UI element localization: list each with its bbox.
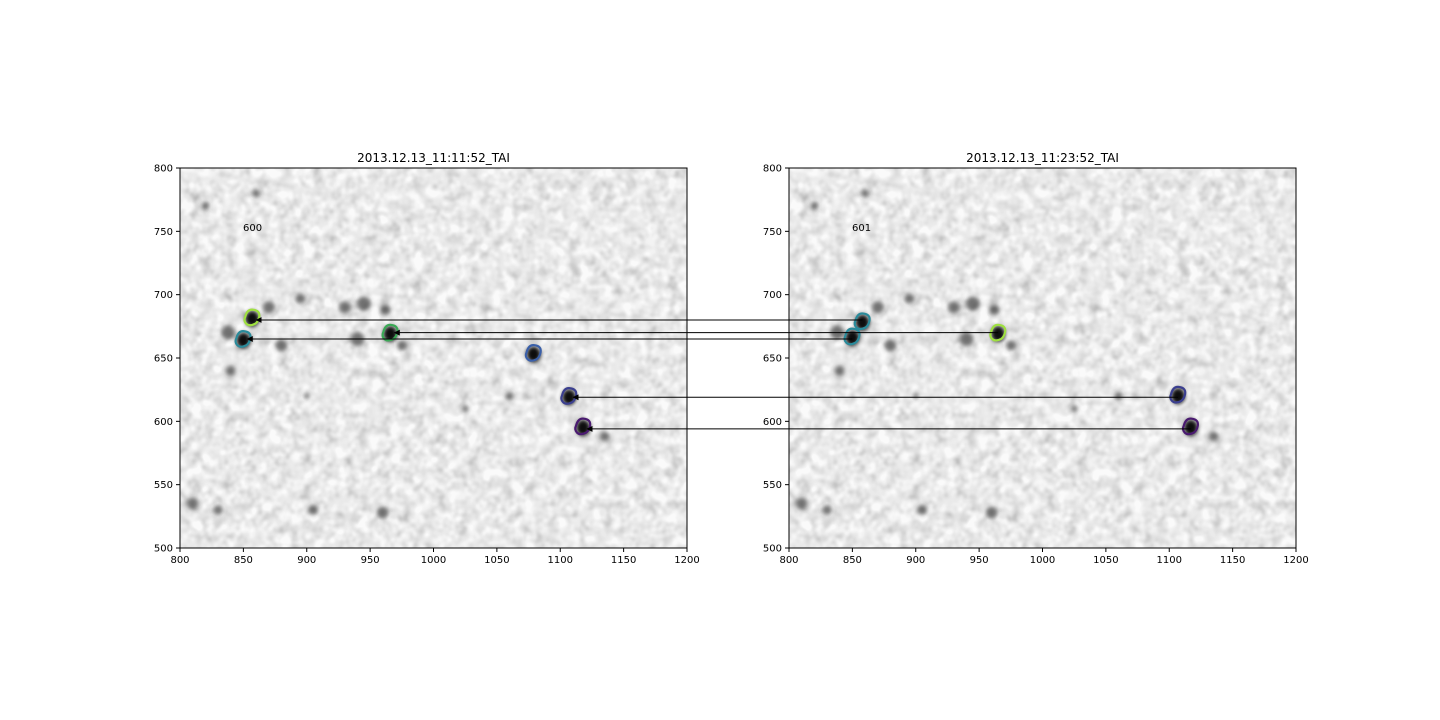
y-tick-label: 550 <box>154 480 173 491</box>
panel-right-contours <box>843 312 1200 436</box>
pore <box>861 189 870 198</box>
x-tick-label: 1100 <box>1157 555 1182 566</box>
x-tick-label: 1100 <box>548 555 573 566</box>
contour-indigo <box>1169 385 1187 404</box>
y-tick-label: 700 <box>154 290 173 301</box>
x-tick-label: 950 <box>361 555 380 566</box>
pore <box>303 393 310 399</box>
contour-teal <box>843 327 861 346</box>
pore <box>985 506 998 519</box>
panel-right-image: 601 <box>789 168 1296 548</box>
x-tick-label: 1200 <box>1283 555 1308 566</box>
y-tick-label: 650 <box>763 354 782 365</box>
x-tick-label: 1050 <box>1093 555 1118 566</box>
x-tick-label: 1000 <box>421 555 446 566</box>
contour-teal <box>234 330 252 348</box>
contour-purple <box>1181 417 1200 436</box>
pore <box>201 202 210 210</box>
pore <box>822 505 833 515</box>
y-tick-label: 600 <box>763 417 782 428</box>
pore <box>904 293 915 304</box>
x-tick-label: 800 <box>170 555 189 566</box>
contour-blue <box>524 343 542 362</box>
pore <box>213 505 224 515</box>
pore <box>917 505 928 515</box>
panel-right: 2013.12.13_11:23:52_TAI 601 800 850 900 950… <box>763 151 1309 566</box>
contour-teal2 <box>853 312 871 331</box>
pore <box>599 431 610 442</box>
pore <box>308 505 319 515</box>
panel-left-xaxis: 800 850 900 950 1000 1050 1100 1150 1200 <box>170 548 700 566</box>
x-tick-label: 1200 <box>674 555 699 566</box>
feature-links <box>246 317 1191 432</box>
pore <box>1005 340 1016 351</box>
panel-right-xaxis: 800 850 900 950 1000 1050 1100 1150 1200 <box>779 548 1309 566</box>
pore <box>989 304 1000 315</box>
x-tick-label: 1150 <box>611 555 636 566</box>
panel-left-image: 600 <box>180 168 687 548</box>
pore <box>252 189 261 198</box>
pore <box>959 332 974 346</box>
pore <box>947 301 960 314</box>
pore <box>376 506 389 519</box>
pore <box>380 304 391 315</box>
pore <box>871 301 884 314</box>
panel-right-title: 2013.12.13_11:23:52_TAI <box>966 151 1119 165</box>
panel-right-frame-label: 601 <box>852 223 871 234</box>
pore <box>338 301 351 314</box>
x-tick-label: 1150 <box>1220 555 1245 566</box>
y-tick-label: 500 <box>763 544 782 555</box>
y-tick-label: 550 <box>763 480 782 491</box>
y-tick-label: 750 <box>763 227 782 238</box>
pore <box>884 339 897 352</box>
y-tick-label: 600 <box>154 417 173 428</box>
pore <box>225 365 236 376</box>
pore <box>1071 405 1078 412</box>
panel-left: 2013.12.13_11:11:52_TAI 600 800 850 900 950… <box>154 151 700 566</box>
panel-left-yaxis: 500 550 600 650 700 750 800 <box>154 164 180 555</box>
x-tick-label: 900 <box>906 555 925 566</box>
y-tick-label: 650 <box>154 354 173 365</box>
y-tick-label: 750 <box>154 227 173 238</box>
pore <box>221 325 236 340</box>
y-tick-label: 800 <box>154 164 173 175</box>
pore <box>186 497 199 510</box>
pore <box>1208 431 1219 442</box>
panel-right-dark-spots <box>795 189 1219 519</box>
y-tick-label: 500 <box>154 544 173 555</box>
x-tick-label: 850 <box>234 555 253 566</box>
x-tick-label: 1050 <box>484 555 509 566</box>
contour-green <box>381 323 399 342</box>
x-tick-label: 900 <box>297 555 316 566</box>
pore <box>795 497 808 510</box>
pore <box>275 339 288 352</box>
panel-left-frame-label: 600 <box>243 223 262 234</box>
pore <box>356 296 371 311</box>
panel-right-yaxis: 500 550 600 650 700 750 800 <box>763 164 789 555</box>
x-tick-label: 1000 <box>1030 555 1055 566</box>
panel-left-title: 2013.12.13_11:11:52_TAI <box>357 151 510 165</box>
pore <box>810 202 819 210</box>
pore <box>396 340 407 351</box>
pore <box>262 301 275 314</box>
pore <box>295 293 306 304</box>
contour-lime <box>989 323 1007 342</box>
pore <box>1114 392 1123 400</box>
pore <box>912 393 919 399</box>
x-tick-label: 850 <box>843 555 862 566</box>
x-tick-label: 950 <box>970 555 989 566</box>
pore <box>965 296 980 311</box>
pore <box>834 365 845 376</box>
y-tick-label: 800 <box>763 164 782 175</box>
pore <box>505 392 514 400</box>
pore <box>462 405 469 412</box>
x-tick-label: 800 <box>779 555 798 566</box>
y-tick-label: 700 <box>763 290 782 301</box>
